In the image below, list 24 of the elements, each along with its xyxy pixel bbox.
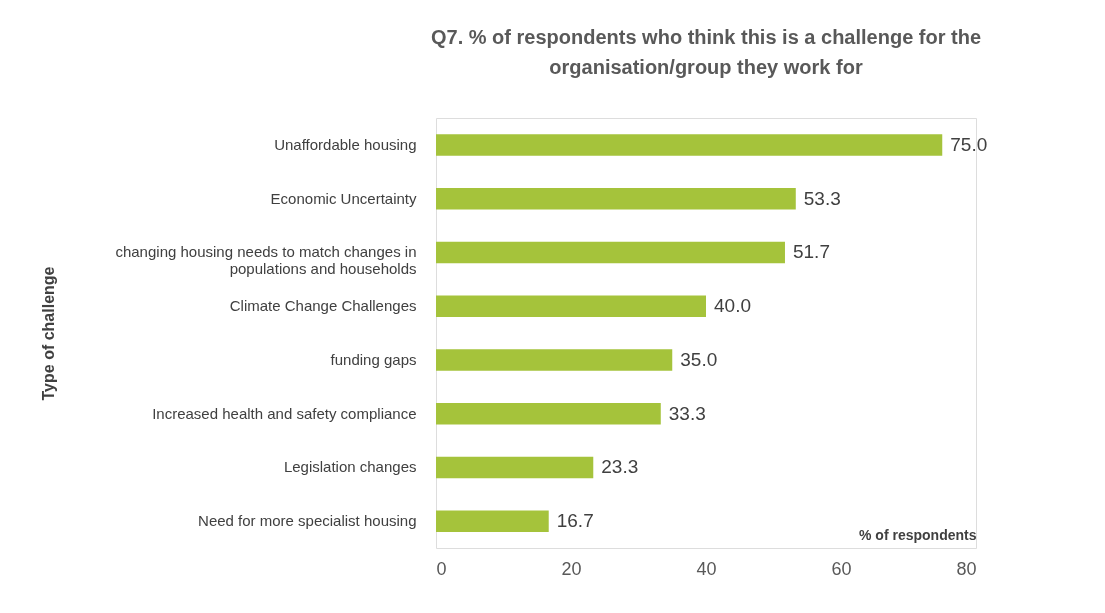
y-axis-title: Type of challenge: [39, 266, 57, 401]
data-label: 23.3: [601, 456, 639, 478]
y-tick-label: Economic Uncertainty: [270, 189, 417, 207]
x-axis-title: % of respondents: [859, 526, 977, 543]
y-tick-label: Legislation changes: [283, 458, 417, 476]
x-tick-label: 80: [956, 558, 977, 579]
data-label: 51.7: [792, 241, 830, 263]
data-label: 53.3: [803, 187, 841, 209]
data-label: 35.0: [680, 348, 718, 370]
y-tick-label: Climate Change Challenges: [229, 297, 417, 315]
data-label: 75.0: [950, 133, 988, 155]
x-tick-label: 0: [436, 558, 447, 579]
y-tick-label: funding gaps: [330, 350, 417, 368]
y-tick-label: changing housing needs to match changes in populations and households: [115, 243, 417, 278]
x-tick-label: 20: [561, 558, 582, 579]
chart-title: Q7. % of respondents who think this is a challenge for the organisation/group they work for: [430, 26, 982, 78]
data-label: 16.7: [556, 510, 594, 532]
x-tick-label: 60: [831, 558, 852, 579]
data-label: 33.3: [668, 402, 706, 424]
x-tick-label: 40: [696, 558, 717, 579]
data-label: 40.0: [714, 295, 751, 317]
y-tick-label: Need for more specialist housing: [198, 512, 417, 530]
y-tick-label: Unaffordable housing: [274, 135, 417, 153]
y-tick-label: Increased health and safety compliance: [152, 404, 417, 422]
